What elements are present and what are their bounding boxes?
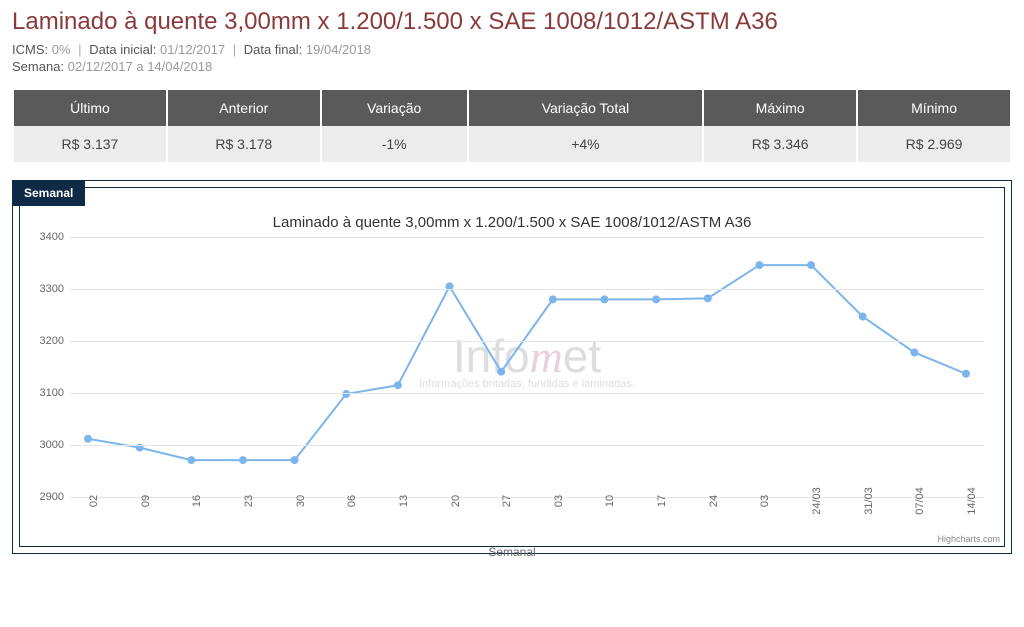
chart-data-point[interactable] [497, 368, 505, 376]
chart-data-point[interactable] [291, 456, 299, 464]
summary-header-row: ÚltimoAnteriorVariaçãoVariação TotalMáxi… [14, 90, 1010, 126]
summary-table: ÚltimoAnteriorVariaçãoVariação TotalMáxi… [12, 90, 1012, 162]
chart-x-tick-label: 02 [88, 495, 100, 507]
data-final-value: 19/04/2018 [306, 42, 371, 57]
chart-x-tick-label: 06 [346, 495, 358, 507]
chart-x-tick-label: 16 [191, 495, 203, 507]
chart-x-tick-label: 17 [656, 495, 668, 507]
summary-col-header: Máximo [704, 90, 856, 126]
chart-data-point[interactable] [239, 456, 247, 464]
chart-line [88, 265, 966, 460]
chart-data-point[interactable] [962, 370, 970, 378]
chart-data-point[interactable] [755, 261, 763, 269]
chart-xaxis-title: Semanal [30, 545, 994, 559]
chart-y-tick-label: 3300 [30, 283, 64, 295]
chart-container: Semanal Laminado à quente 3,00mm x 1.200… [12, 180, 1012, 554]
summary-data-row: R$ 3.137R$ 3.178-1%+4%R$ 3.346R$ 2.969 [14, 126, 1010, 162]
icms-label: ICMS: [12, 42, 48, 57]
chart-x-tick-label: 03 [553, 495, 565, 507]
chart-data-point[interactable] [859, 313, 867, 321]
chart-y-tick-label: 3000 [30, 439, 64, 451]
summary-col-header: Mínimo [858, 90, 1010, 126]
chart-credit: Highcharts.com [937, 534, 1000, 544]
summary-col-header: Anterior [168, 90, 320, 126]
chart-y-tick-label: 3400 [30, 231, 64, 243]
chart-data-point[interactable] [187, 456, 195, 464]
chart-y-tick-label: 2900 [30, 491, 64, 503]
page-title: Laminado à quente 3,00mm x 1.200/1.500 x… [12, 8, 1012, 36]
chart-x-tick-label: 14/04 [966, 487, 978, 515]
chart-gridline [70, 393, 984, 394]
summary-col-header: Variação Total [469, 90, 703, 126]
chart-gridline [70, 445, 984, 446]
chart-gridline [70, 341, 984, 342]
data-inicial-value: 01/12/2017 [160, 42, 225, 57]
chart-y-tick-label: 3200 [30, 335, 64, 347]
chart-data-point[interactable] [394, 381, 402, 389]
summary-cell: R$ 3.346 [704, 126, 856, 162]
chart-data-point[interactable] [910, 348, 918, 356]
chart-title: Laminado à quente 3,00mm x 1.200/1.500 x… [30, 214, 994, 231]
separator: | [233, 42, 236, 57]
data-final-label: Data final: [244, 42, 303, 57]
chart-x-tick-label: 30 [295, 495, 307, 507]
chart-plot-area: Infomet Informações britadas, fundidas e… [70, 237, 984, 497]
icms-value: 0% [52, 42, 71, 57]
chart-x-tick-label: 24 [708, 495, 720, 507]
summary-cell: R$ 2.969 [858, 126, 1010, 162]
chart-x-tick-label: 20 [450, 495, 462, 507]
summary-cell: -1% [322, 126, 467, 162]
summary-col-header: Variação [322, 90, 467, 126]
chart-x-tick-label: 10 [604, 495, 616, 507]
chart-x-tick-label: 13 [398, 495, 410, 507]
summary-cell: +4% [469, 126, 703, 162]
chart-data-point[interactable] [342, 390, 350, 398]
chart-data-point[interactable] [84, 435, 92, 443]
summary-col-header: Último [14, 90, 166, 126]
chart-data-point[interactable] [600, 295, 608, 303]
chart-x-tick-label: 07/04 [914, 487, 926, 515]
meta-line-2: Semana: 02/12/2017 a 14/04/2018 [12, 59, 1012, 74]
chart-inner: Laminado à quente 3,00mm x 1.200/1.500 x… [19, 187, 1005, 547]
data-inicial-label: Data inicial: [89, 42, 156, 57]
chart-gridline [70, 289, 984, 290]
chart-y-tick-label: 3100 [30, 387, 64, 399]
chart-x-tick-label: 27 [501, 495, 513, 507]
chart-line-svg [70, 237, 984, 497]
chart-x-tick-label: 24/03 [811, 487, 823, 515]
summary-cell: R$ 3.137 [14, 126, 166, 162]
chart-x-tick-label: 23 [243, 495, 255, 507]
separator: | [78, 42, 81, 57]
semana-value: 02/12/2017 a 14/04/2018 [68, 59, 213, 74]
chart-data-point[interactable] [807, 261, 815, 269]
meta-line-1: ICMS: 0% | Data inicial: 01/12/2017 | Da… [12, 42, 1012, 57]
chart-x-tick-label: 03 [759, 495, 771, 507]
chart-x-tick-label: 31/03 [863, 487, 875, 515]
chart-data-point[interactable] [652, 295, 660, 303]
chart-data-point[interactable] [704, 294, 712, 302]
summary-cell: R$ 3.178 [168, 126, 320, 162]
chart-gridline [70, 237, 984, 238]
chart-data-point[interactable] [549, 295, 557, 303]
chart-x-labels: 020916233006132027031017240324/0331/0307… [70, 497, 984, 547]
chart-x-tick-label: 09 [140, 495, 152, 507]
semana-label: Semana: [12, 59, 64, 74]
